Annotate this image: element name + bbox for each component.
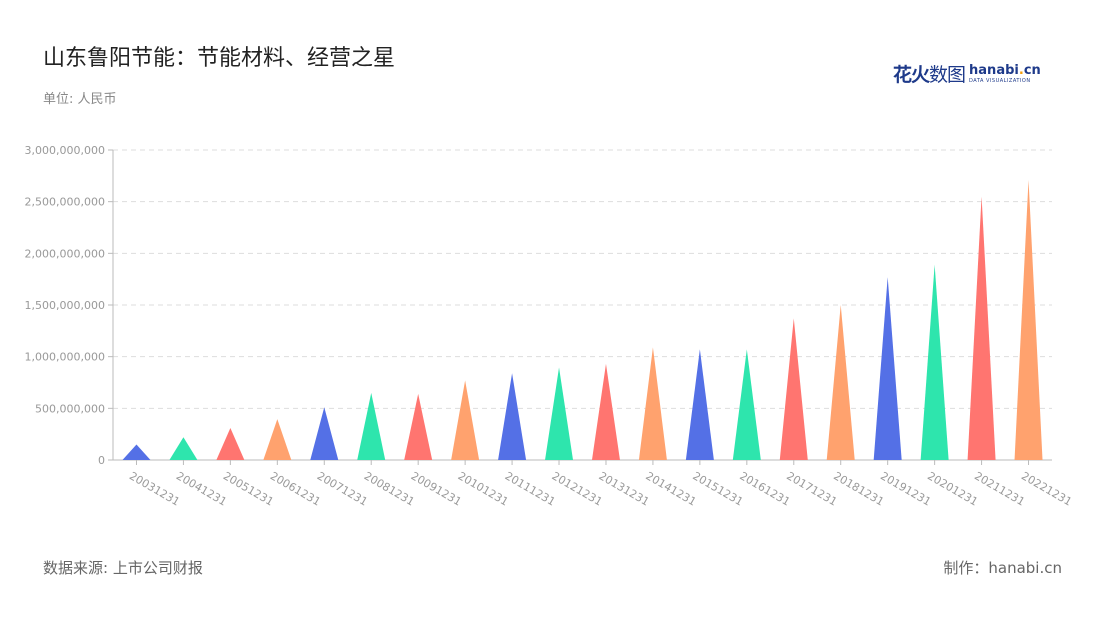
logo-en-sub: DATA VISUALIZATION (969, 77, 1031, 84)
x-tick-label: 20191231 (878, 469, 933, 508)
chart-title: 山东鲁阳节能：节能材料、经营之星 (43, 46, 396, 71)
bar-20091231 (404, 393, 433, 460)
bar-20161231 (732, 349, 761, 460)
bar-20221231 (1014, 179, 1043, 460)
x-tick-label: 20221231 (1019, 469, 1074, 508)
unit-label: 单位: 人民币 (43, 92, 117, 107)
x-tick-label: 20031231 (127, 469, 182, 508)
x-tick-label: 20081231 (362, 469, 417, 508)
y-tick-label: 1,000,000,000 (25, 351, 105, 364)
bar-20171231 (779, 318, 808, 460)
x-tick-label: 20141231 (643, 469, 698, 508)
logo-en-tld: cn (1023, 62, 1041, 78)
bar-20211231 (967, 196, 996, 460)
bar-20201231 (920, 264, 949, 460)
x-tick-label: 20201231 (925, 469, 980, 508)
bar-20101231 (451, 380, 480, 460)
x-tick-label: 20181231 (831, 469, 886, 508)
bar-20031231 (122, 444, 151, 460)
x-tick-label: 20071231 (315, 469, 370, 508)
logo-english: hanabi.cn DATA VISUALIZATION (969, 64, 1041, 84)
x-tick-label: 20061231 (268, 469, 323, 508)
bar-20041231 (169, 437, 198, 460)
x-tick-label: 20111231 (503, 469, 558, 508)
bar-20181231 (826, 305, 855, 460)
x-tick-label: 20161231 (737, 469, 792, 508)
x-tick-label: 20101231 (456, 469, 511, 508)
y-tick-label: 2,500,000,000 (25, 196, 105, 209)
x-tick-label: 20151231 (690, 469, 745, 508)
bar-20121231 (545, 367, 574, 460)
x-tick-label: 20041231 (174, 469, 229, 508)
logo-en-main: hanabi (969, 62, 1019, 78)
brand-logo: 花火数图 hanabi.cn DATA VISUALIZATION (893, 60, 1041, 87)
logo-chinese: 花火数图 (893, 60, 966, 87)
x-tick-label: 20131231 (596, 469, 651, 508)
x-tick-label: 20211231 (972, 469, 1027, 508)
y-tick-label: 1,500,000,000 (25, 299, 105, 312)
bar-20191231 (873, 277, 902, 460)
data-source: 数据来源: 上市公司财报 (43, 559, 203, 577)
bar-20131231 (591, 363, 620, 460)
y-tick-label: 2,000,000,000 (25, 247, 105, 260)
x-tick-label: 20091231 (409, 469, 464, 508)
x-tick-label: 20121231 (550, 469, 605, 508)
bar-20051231 (216, 427, 245, 460)
bar-20141231 (638, 347, 667, 460)
bar-20081231 (357, 392, 386, 460)
bar-20071231 (310, 407, 339, 460)
bar-20151231 (685, 349, 714, 460)
bar-20111231 (498, 373, 527, 460)
y-tick-label: 0 (98, 454, 105, 467)
x-tick-label: 20171231 (784, 469, 839, 508)
y-tick-label: 3,000,000,000 (25, 144, 105, 157)
logo-cn-thin: 数图 (929, 64, 966, 86)
x-tick-label: 20051231 (221, 469, 276, 508)
logo-en-dot: . (1018, 62, 1024, 78)
credit: 制作：hanabi.cn (943, 559, 1062, 577)
logo-cn-bold: 花火 (893, 64, 930, 86)
y-tick-label: 500,000,000 (35, 402, 105, 415)
bar-20061231 (263, 419, 292, 460)
